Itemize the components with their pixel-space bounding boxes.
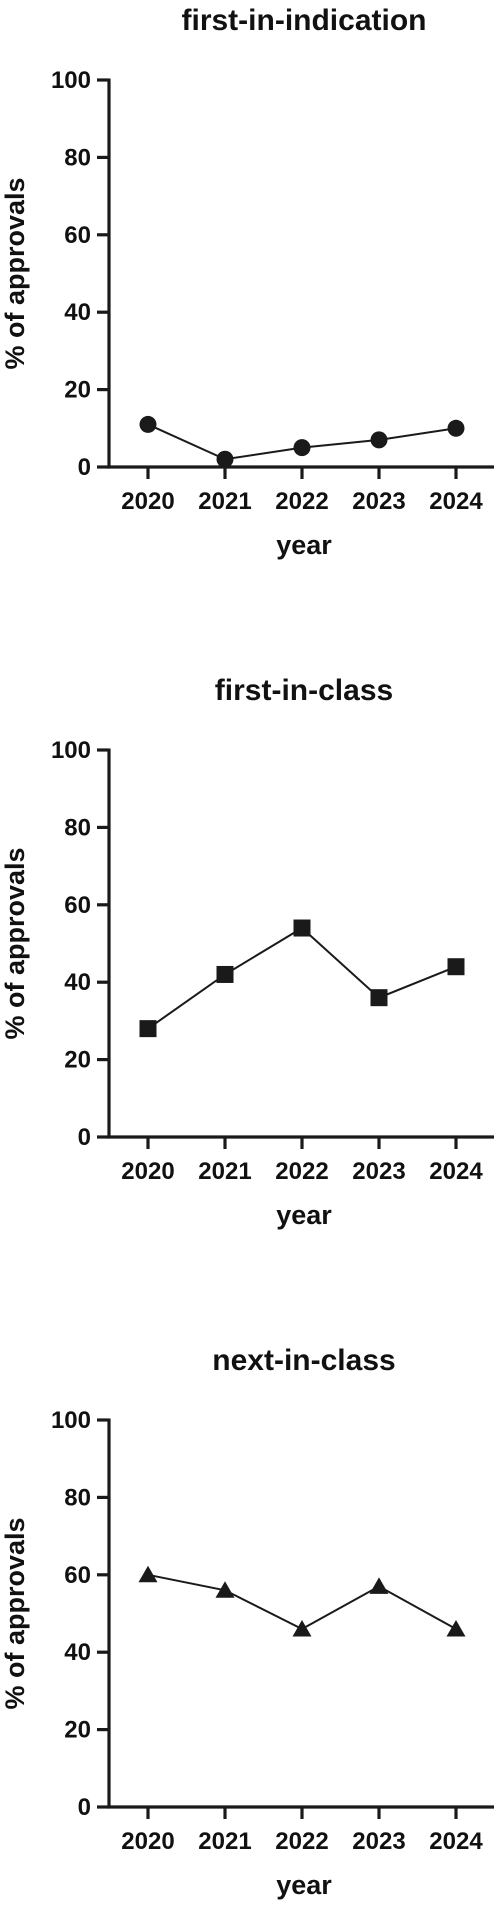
chart-title: first-in-class: [215, 674, 393, 707]
x-tick-label: 2021: [198, 488, 251, 515]
x-tick-label: 2024: [429, 1158, 483, 1185]
y-tick-label: 20: [64, 1717, 91, 1744]
x-axis-label: year: [276, 1870, 332, 1900]
x-tick-label: 2021: [198, 1828, 251, 1855]
x-tick-label: 2023: [352, 488, 405, 515]
chart-title: next-in-class: [212, 1344, 395, 1377]
y-tick-label: 20: [64, 1047, 91, 1074]
y-tick-label: 40: [64, 1639, 91, 1666]
y-axis-label: % of approvals: [0, 177, 30, 369]
x-tick-label: 2020: [121, 1828, 174, 1855]
data-point: [370, 431, 388, 449]
y-tick-label: 0: [78, 454, 91, 481]
x-tick-label: 2024: [429, 488, 483, 515]
data-point: [215, 1581, 235, 1598]
x-tick-label: 2023: [352, 1828, 405, 1855]
y-tick-label: 100: [51, 67, 91, 94]
y-tick-label: 40: [64, 299, 91, 326]
data-point: [293, 439, 311, 457]
x-tick-label: 2020: [121, 488, 174, 515]
data-point: [292, 1619, 312, 1637]
y-tick-label: 80: [64, 1484, 91, 1511]
y-tick-label: 80: [64, 144, 91, 171]
data-point: [370, 989, 388, 1007]
data-point: [139, 1020, 157, 1038]
x-tick-label: 2020: [121, 1158, 174, 1185]
y-axis-label: % of approvals: [0, 1517, 30, 1709]
data-point: [138, 1565, 158, 1583]
data-point: [216, 450, 234, 468]
y-tick-label: 0: [78, 1124, 91, 1151]
y-tick-label: 100: [51, 737, 91, 764]
x-axis-label: year: [276, 530, 332, 560]
chart-panel-1: first-in-indication 0 20 40 60 80 100 2020 2021 2…: [0, 4, 494, 560]
y-tick-label: 0: [78, 1794, 91, 1821]
x-axis-label: year: [276, 1200, 332, 1230]
data-point: [293, 919, 311, 937]
x-tick-label: 2022: [275, 1158, 328, 1185]
x-tick-label: 2022: [275, 488, 328, 515]
y-tick-label: 80: [64, 814, 91, 841]
data-point: [446, 1619, 466, 1637]
chart-panel-2: first-in-class 0 20 40 60 80 100 2020 2021 2022 20…: [0, 674, 494, 1230]
series-line: [147, 926, 457, 1030]
y-tick-label: 40: [64, 969, 91, 996]
x-tick-label: 2023: [352, 1158, 405, 1185]
y-tick-label: 20: [64, 377, 91, 404]
data-point: [369, 1577, 389, 1594]
chart-panel-3: next-in-class 0 20 40 60 80 100 2020 2021 2022 202…: [0, 1344, 494, 1900]
y-tick-label: 60: [64, 892, 91, 919]
x-tick-label: 2024: [429, 1828, 483, 1855]
data-point: [139, 415, 157, 433]
x-tick-label: 2022: [275, 1828, 328, 1855]
data-point: [447, 419, 465, 437]
data-point: [216, 965, 234, 983]
y-tick-label: 60: [64, 222, 91, 249]
y-tick-label: 60: [64, 1562, 91, 1589]
y-axis-label: % of approvals: [0, 847, 30, 1039]
data-point: [447, 958, 465, 976]
x-tick-label: 2021: [198, 1158, 251, 1185]
y-tick-label: 100: [51, 1407, 91, 1434]
chart-title: first-in-indication: [182, 4, 427, 37]
